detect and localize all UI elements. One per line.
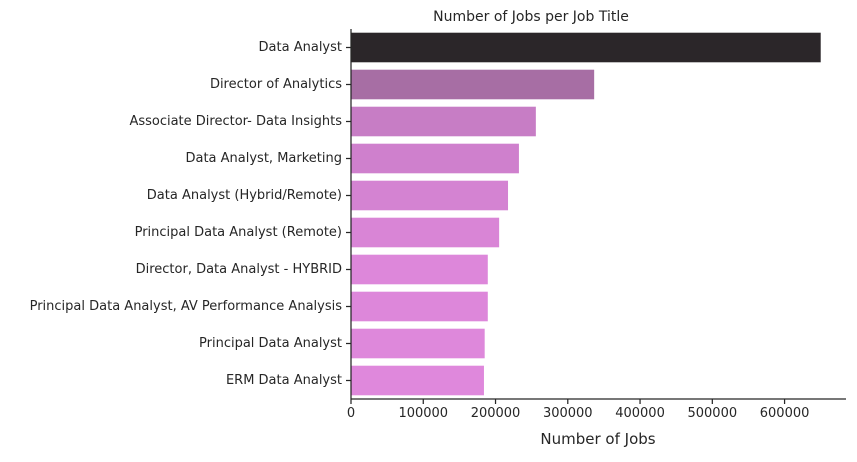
y-tick-label-8: Principal Data Analyst — [199, 336, 342, 351]
bar-8 — [351, 328, 485, 359]
y-axis-ticks: Data Analyst Director of Analytics Associa… — [30, 40, 351, 388]
bar-1 — [351, 69, 595, 100]
x-tick-label-1: 100000 — [398, 406, 448, 421]
y-tick-label-0: Data Analyst — [259, 40, 342, 55]
y-tick-label-7: Principal Data Analyst, AV Performance A… — [30, 299, 343, 314]
bar-9 — [351, 365, 484, 396]
bar-4 — [351, 180, 509, 211]
x-tick-label-0: 0 — [347, 406, 355, 421]
y-tick-label-3: Data Analyst, Marketing — [185, 151, 342, 166]
x-tick-label-4: 400000 — [615, 406, 665, 421]
y-tick-label-6: Director, Data Analyst - HYBRID — [136, 262, 342, 277]
y-tick-label-5: Principal Data Analyst (Remote) — [135, 225, 342, 240]
y-tick-label-9: ERM Data Analyst — [226, 373, 342, 388]
x-axis-ticks: 0 100000 200000 300000 400000 500000 600000 — [347, 399, 810, 421]
bar-7 — [351, 291, 488, 322]
bar-5 — [351, 217, 500, 248]
x-tick-label-3: 300000 — [543, 406, 593, 421]
y-tick-label-1: Director of Analytics — [210, 77, 342, 92]
x-axis-label: Number of Jobs — [540, 430, 655, 448]
bar-2 — [351, 106, 536, 137]
x-tick-label-2: 200000 — [471, 406, 521, 421]
bar-3 — [351, 143, 519, 174]
bars-group — [351, 32, 821, 396]
bar-0 — [351, 32, 821, 63]
bar-6 — [351, 254, 488, 285]
y-tick-label-4: Data Analyst (Hybrid/Remote) — [147, 188, 342, 203]
x-tick-label-6: 600000 — [760, 406, 810, 421]
chart-title: Number of Jobs per Job Title — [433, 9, 629, 25]
x-tick-label-5: 500000 — [687, 406, 737, 421]
y-tick-label-2: Associate Director- Data Insights — [129, 114, 342, 129]
